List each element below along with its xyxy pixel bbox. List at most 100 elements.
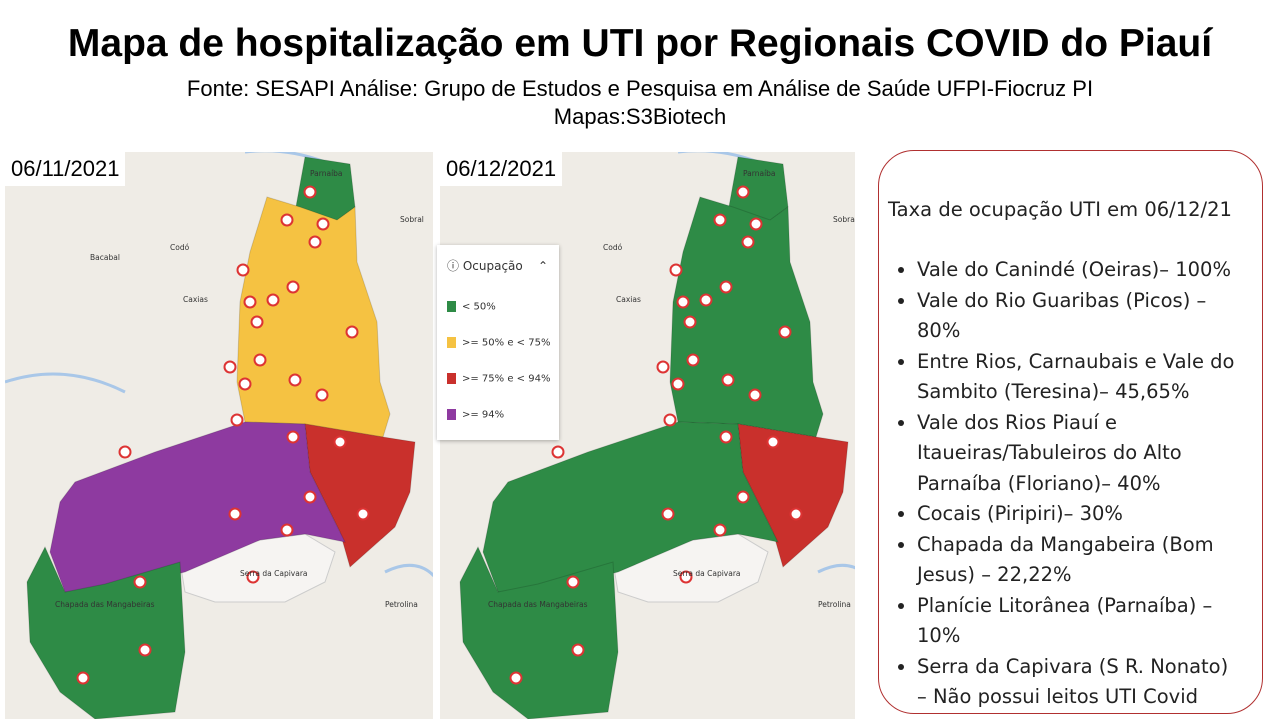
region bbox=[236, 196, 391, 438]
hospital-marker bbox=[571, 643, 585, 657]
subtitle: Mapas:S3Biotech bbox=[553, 104, 727, 129]
place-label: Caxias bbox=[183, 295, 208, 304]
hospital-marker bbox=[238, 377, 252, 391]
legend-item: >= 75% e < 94% bbox=[447, 373, 550, 385]
hospital-marker bbox=[266, 293, 280, 307]
place-label: Caxias bbox=[616, 295, 641, 304]
hospital-marker bbox=[683, 315, 697, 329]
hospital-marker bbox=[280, 213, 294, 227]
panel-item: Cocais (Piripiri)– 30% bbox=[917, 499, 1237, 530]
legend-label: >= 94% bbox=[462, 409, 505, 421]
hospital-marker bbox=[288, 373, 302, 387]
place-label: Parnaíba bbox=[743, 169, 776, 178]
hospital-marker bbox=[741, 235, 755, 249]
hospital-marker bbox=[286, 430, 300, 444]
hospital-marker bbox=[669, 263, 683, 277]
panel-item: Planície Litorânea (Parnaíba) – 10% bbox=[917, 591, 1237, 652]
hospital-marker bbox=[686, 353, 700, 367]
place-label: Petrolina bbox=[385, 600, 418, 609]
hospital-marker bbox=[236, 263, 250, 277]
hospital-marker bbox=[748, 388, 762, 402]
place-label: Serra da Capivara bbox=[240, 569, 308, 578]
panel-item: Vale do Rio Guaribas (Picos) – 80% bbox=[917, 286, 1237, 347]
legend-item: >= 94% bbox=[447, 409, 504, 421]
legend-item: >= 50% e < 75% bbox=[447, 337, 550, 349]
hospital-marker bbox=[246, 570, 260, 584]
place-label: Parnaíba bbox=[310, 169, 343, 178]
hospital-marker bbox=[76, 671, 90, 685]
place-label: Sobral bbox=[833, 215, 855, 224]
place-label: Petrolina bbox=[818, 600, 851, 609]
panel-item: Vale do Canindé (Oeiras)– 100% bbox=[917, 255, 1237, 286]
legend-label: < 50% bbox=[462, 301, 496, 313]
hospital-marker bbox=[133, 575, 147, 589]
panel-item: Vale dos Rios Piauí e Itaueiras/Tabuleir… bbox=[917, 408, 1237, 500]
legend-label: >= 75% e < 94% bbox=[462, 373, 551, 385]
hospital-marker bbox=[315, 388, 329, 402]
place-label: Bacabal bbox=[90, 253, 120, 262]
place-label: Codó bbox=[603, 243, 623, 252]
place-label: Codó bbox=[170, 243, 190, 252]
hospital-marker bbox=[308, 235, 322, 249]
map-date: 06/12/2021 bbox=[440, 152, 563, 186]
hospital-marker bbox=[736, 185, 750, 199]
map-date: 06/11/2021 bbox=[5, 152, 126, 186]
hospital-marker bbox=[749, 217, 763, 231]
panel-title: Taxa de ocupação UTI em 06/12/21 bbox=[888, 198, 1232, 221]
hospital-marker bbox=[316, 217, 330, 231]
hospital-marker bbox=[228, 507, 242, 521]
hospital-marker bbox=[509, 671, 523, 685]
hospital-marker bbox=[253, 353, 267, 367]
map: Parnaíba Sobral Bacabal Codó Caxias Serra da … bbox=[5, 152, 433, 719]
hospital-marker bbox=[138, 643, 152, 657]
hospital-marker bbox=[719, 430, 733, 444]
panel-item: Chapada da Mangabeira (Bom Jesus) – 22,2… bbox=[917, 530, 1237, 591]
hospital-marker bbox=[713, 523, 727, 537]
region bbox=[482, 421, 779, 593]
hospital-marker bbox=[778, 325, 792, 339]
subtitle: Fonte: SESAPI Análise: Grupo de Estudos … bbox=[186, 76, 1094, 101]
hospital-marker bbox=[250, 315, 264, 329]
hospital-marker bbox=[789, 507, 803, 521]
hospital-marker bbox=[736, 490, 750, 504]
panel-list: Vale do Canindé (Oeiras)– 100%Vale do Ri… bbox=[889, 255, 1237, 713]
hospital-marker bbox=[676, 295, 690, 309]
hospital-marker bbox=[719, 280, 733, 294]
hospital-marker bbox=[766, 435, 780, 449]
place-label: Chapada das Mangabeiras bbox=[55, 600, 155, 609]
place-label: Chapada das Mangabeiras bbox=[488, 600, 588, 609]
region bbox=[459, 545, 619, 719]
hospital-marker bbox=[721, 373, 735, 387]
legend-title: ⓘ Ocupação ⌃ bbox=[447, 259, 549, 273]
hospital-marker bbox=[286, 280, 300, 294]
hospital-marker bbox=[679, 570, 693, 584]
hospital-marker bbox=[566, 575, 580, 589]
hospital-marker bbox=[230, 413, 244, 427]
hospital-marker bbox=[280, 523, 294, 537]
hospital-marker bbox=[356, 507, 370, 521]
region bbox=[49, 421, 346, 593]
legend-label: >= 50% e < 75% bbox=[462, 337, 551, 349]
panel: Taxa de ocupação UTI em 06/12/21 Vale do… bbox=[878, 150, 1263, 714]
hospital-marker bbox=[551, 445, 565, 459]
hospital-marker bbox=[713, 213, 727, 227]
hospital-marker bbox=[663, 413, 677, 427]
hospital-marker bbox=[699, 293, 713, 307]
region bbox=[26, 545, 186, 719]
place-label: Serra da Capivara bbox=[673, 569, 741, 578]
hospital-marker bbox=[656, 360, 670, 374]
hospital-marker bbox=[345, 325, 359, 339]
legend: ⓘ Ocupação ⌃ < 50% >= 50% e < 75% >= 75%… bbox=[437, 245, 559, 440]
legend-item: < 50% bbox=[447, 301, 496, 313]
hospital-marker bbox=[661, 507, 675, 521]
hospital-marker bbox=[671, 377, 685, 391]
panel-item: Serra da Capivara (S R. Nonato) – Não po… bbox=[917, 652, 1237, 713]
region bbox=[669, 196, 824, 438]
hospital-marker bbox=[243, 295, 257, 309]
hospital-marker bbox=[333, 435, 347, 449]
hospital-marker bbox=[118, 445, 132, 459]
hospital-marker bbox=[223, 360, 237, 374]
